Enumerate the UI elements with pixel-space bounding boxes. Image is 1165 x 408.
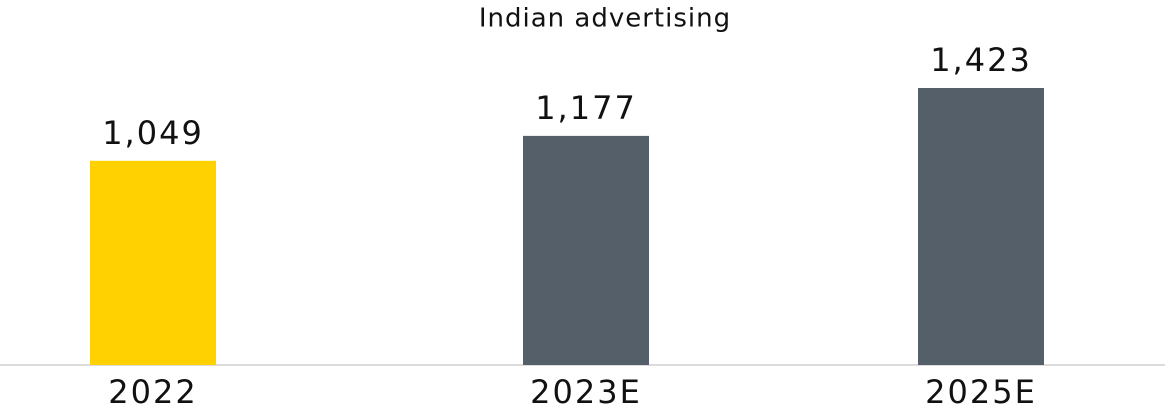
value-label: 1,177 <box>535 89 637 127</box>
x-tick-label: 2022 <box>108 373 197 408</box>
chart-title: Indian advertising <box>479 4 731 34</box>
value-label: 1,423 <box>930 41 1032 79</box>
x-tick-label: 2025E <box>925 373 1037 408</box>
bar <box>523 135 649 365</box>
bar <box>918 88 1044 365</box>
x-tick-label: 2023E <box>530 373 642 408</box>
value-label: 1,049 <box>102 114 204 152</box>
bar <box>90 160 216 365</box>
